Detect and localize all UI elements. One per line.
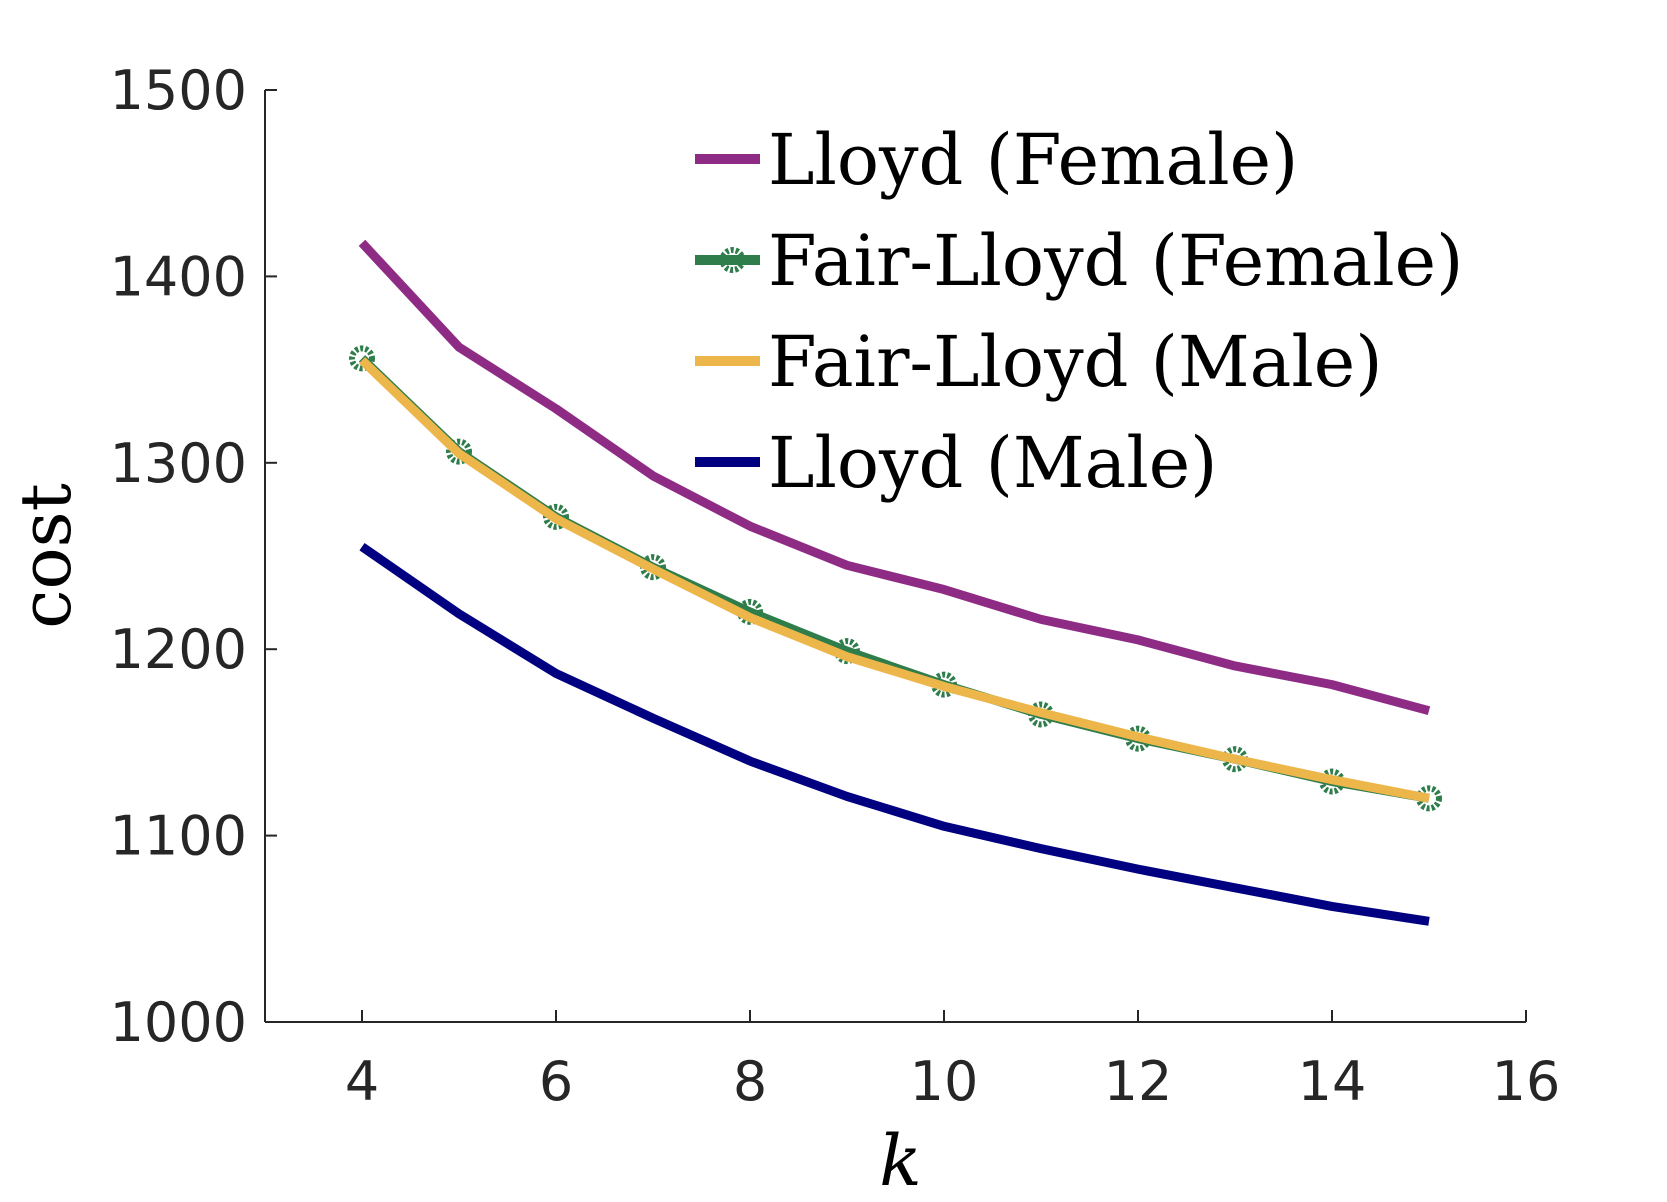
- legend-label: Fair-Lloyd (Male): [768, 321, 1383, 403]
- y-tick-label: 1000: [110, 991, 247, 1054]
- legend-label: Fair-Lloyd (Female): [768, 220, 1463, 302]
- legend-item-fair-lloyd-male: Fair-Lloyd (Male): [695, 321, 1383, 403]
- legend-marker: [719, 247, 746, 273]
- series-lloyd-female: [358, 239, 1431, 716]
- legend: Lloyd (Female) Fair-Lloyd (Female) Fair-Ll…: [695, 119, 1463, 504]
- legend-item-fair-lloyd-female: Fair-Lloyd (Female): [695, 220, 1463, 302]
- data-point: [349, 345, 375, 372]
- y-axis-label: cost: [5, 483, 87, 628]
- x-tick-label: 14: [1298, 1050, 1367, 1113]
- x-tick-label: 12: [1104, 1050, 1173, 1113]
- x-tick-label: 4: [345, 1050, 379, 1113]
- legend-label: Lloyd (Female): [768, 119, 1298, 201]
- series-line: [358, 239, 1431, 716]
- series-line: [358, 357, 1430, 803]
- y-tick-label: 1300: [110, 432, 247, 495]
- x-tick-label: 6: [539, 1050, 573, 1113]
- y-tick-label: 1400: [110, 245, 247, 308]
- legend-label: Lloyd (Male): [768, 422, 1217, 504]
- legend-item-lloyd-female: Lloyd (Female): [695, 119, 1298, 201]
- series-fair-lloyd-male: [358, 357, 1430, 803]
- legend-item-lloyd-male: Lloyd (Male): [695, 422, 1217, 504]
- series-lloyd-male: [359, 542, 1430, 926]
- y-tick-label: 1500: [110, 59, 247, 122]
- x-tick-label: 10: [910, 1050, 979, 1113]
- x-axis-label: k: [879, 1120, 921, 1202]
- y-tick-label: 1100: [110, 805, 247, 868]
- data-point: [446, 438, 472, 465]
- series-line: [359, 542, 1430, 926]
- axes: 4 6 8 10 12 14 16 1000 1100 1200 1300 1400 1500: [110, 59, 1561, 1113]
- series-layer: [349, 239, 1442, 926]
- x-tick-label: 16: [1492, 1050, 1561, 1113]
- y-tick-label: 1200: [110, 618, 247, 681]
- x-tick-label: 8: [733, 1050, 767, 1113]
